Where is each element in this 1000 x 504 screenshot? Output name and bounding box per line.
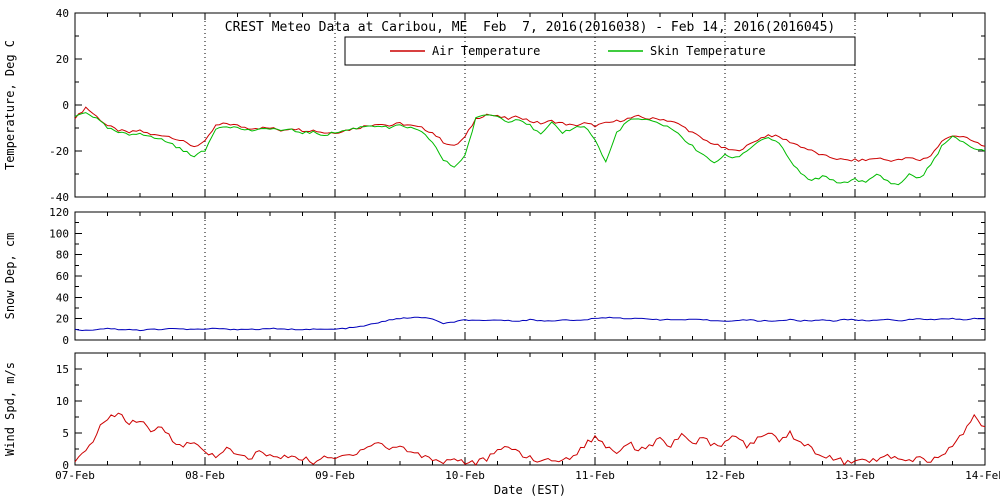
- legend-box: [344, 36, 856, 66]
- panel-border: [74, 12, 986, 198]
- series-snow-depth: [74, 316, 986, 332]
- legend-label-air-temperature: Air Temperature: [432, 44, 540, 58]
- y-axis-title-temperature: Temperature, Deg C: [3, 40, 17, 170]
- y-tick-label: 0: [62, 334, 69, 347]
- y-tick-label: 100: [49, 227, 69, 240]
- x-tick-label: 10-Feb: [445, 469, 485, 482]
- chart-title: CREST Meteo Data at Caribou, ME Feb 7, 2…: [225, 20, 835, 35]
- y-tick-label: 0: [62, 99, 69, 112]
- plot-layers: -40 -20 0 20 40 0 20 40 60 80 100 120 0 5 10 15 07-Feb 08…: [49, 7, 1000, 482]
- series-wind-speed: [74, 412, 986, 466]
- y-tick-label: 20: [56, 313, 69, 326]
- y-tick-label: 0: [62, 459, 69, 472]
- y-tick-label: 15: [56, 363, 69, 376]
- y-tick-label: 10: [56, 395, 69, 408]
- x-axis-title: Date (EST): [494, 483, 566, 497]
- series-air-temperature: [74, 106, 986, 162]
- y-tick-label: -40: [49, 191, 69, 204]
- x-tick-label: 14-Feb: [965, 469, 1000, 482]
- y-tick-label: 40: [56, 291, 69, 304]
- y-axis-title-snow-depth: Snow Dep, cm: [3, 233, 17, 320]
- x-tick-label: 11-Feb: [575, 469, 615, 482]
- x-tick-label: 07-Feb: [55, 469, 95, 482]
- panel-border: [74, 211, 986, 341]
- x-tick-label: 09-Feb: [315, 469, 355, 482]
- y-tick-label: 20: [56, 53, 69, 66]
- panel-border: [74, 352, 986, 466]
- legend: Air Temperature Skin Temperature: [344, 36, 856, 66]
- x-tick-label: 12-Feb: [705, 469, 745, 482]
- x-tick-label: 08-Feb: [185, 469, 225, 482]
- series-skin-temperature: [74, 112, 986, 186]
- y-tick-label: 5: [62, 427, 69, 440]
- y-tick-label: 60: [56, 270, 69, 283]
- y-tick-label: 40: [56, 7, 69, 20]
- y-tick-label: -20: [49, 145, 69, 158]
- legend-label-skin-temperature: Skin Temperature: [650, 44, 766, 58]
- y-axis-title-wind-speed: Wind Spd, m/s: [3, 362, 17, 456]
- y-tick-label: 80: [56, 249, 69, 262]
- y-tick-label: 120: [49, 206, 69, 219]
- x-tick-label: 13-Feb: [835, 469, 875, 482]
